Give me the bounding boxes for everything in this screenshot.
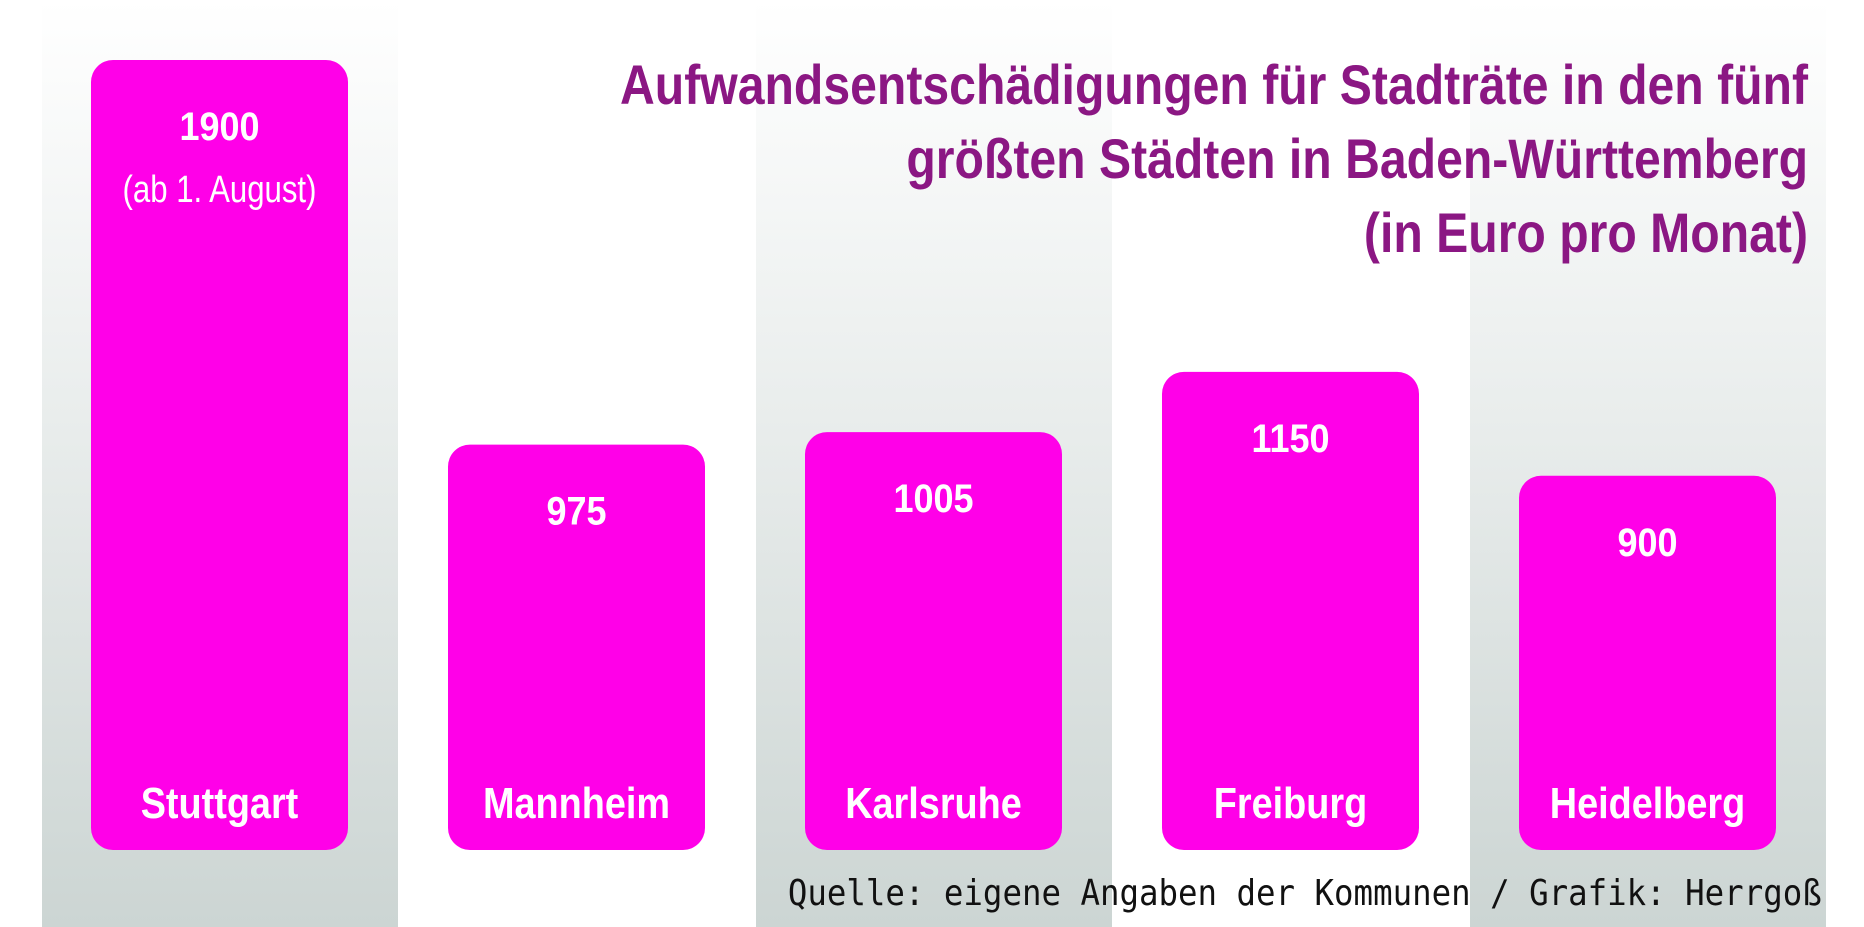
bar-value-label: 975: [546, 490, 606, 534]
bar-mannheim: [448, 444, 705, 850]
chart-title-line: größten Städten in Baden-Württemberg: [906, 127, 1808, 190]
bar-karlsruhe: [805, 432, 1062, 850]
category-label: Karlsruhe: [845, 778, 1022, 827]
chart-title-line: (in Euro pro Monat): [1363, 201, 1808, 264]
bar-value-label: 1005: [893, 477, 973, 521]
bar-value-label: 900: [1617, 521, 1677, 565]
category-label: Mannheim: [483, 778, 670, 827]
category-label: Stuttgart: [141, 778, 299, 827]
bar-value-label: 1150: [1251, 417, 1329, 461]
chart-title: Aufwandsentschädigungen für Stadträte in…: [604, 48, 1808, 270]
category-label: Freiburg: [1214, 778, 1367, 827]
bar-value-label: 1900: [179, 105, 259, 149]
bar-value-note: (ab 1. August): [123, 169, 317, 211]
bar-freiburg: [1162, 371, 1419, 850]
bar-stuttgart: [91, 60, 348, 850]
source-note: Quelle: eigene Angaben der Kommunen / Gr…: [788, 873, 1822, 914]
bar-heidelberg: [1519, 475, 1776, 850]
chart-title-line: Aufwandsentschädigungen für Stadträte in…: [620, 53, 1808, 116]
category-label: Heidelberg: [1550, 778, 1745, 827]
